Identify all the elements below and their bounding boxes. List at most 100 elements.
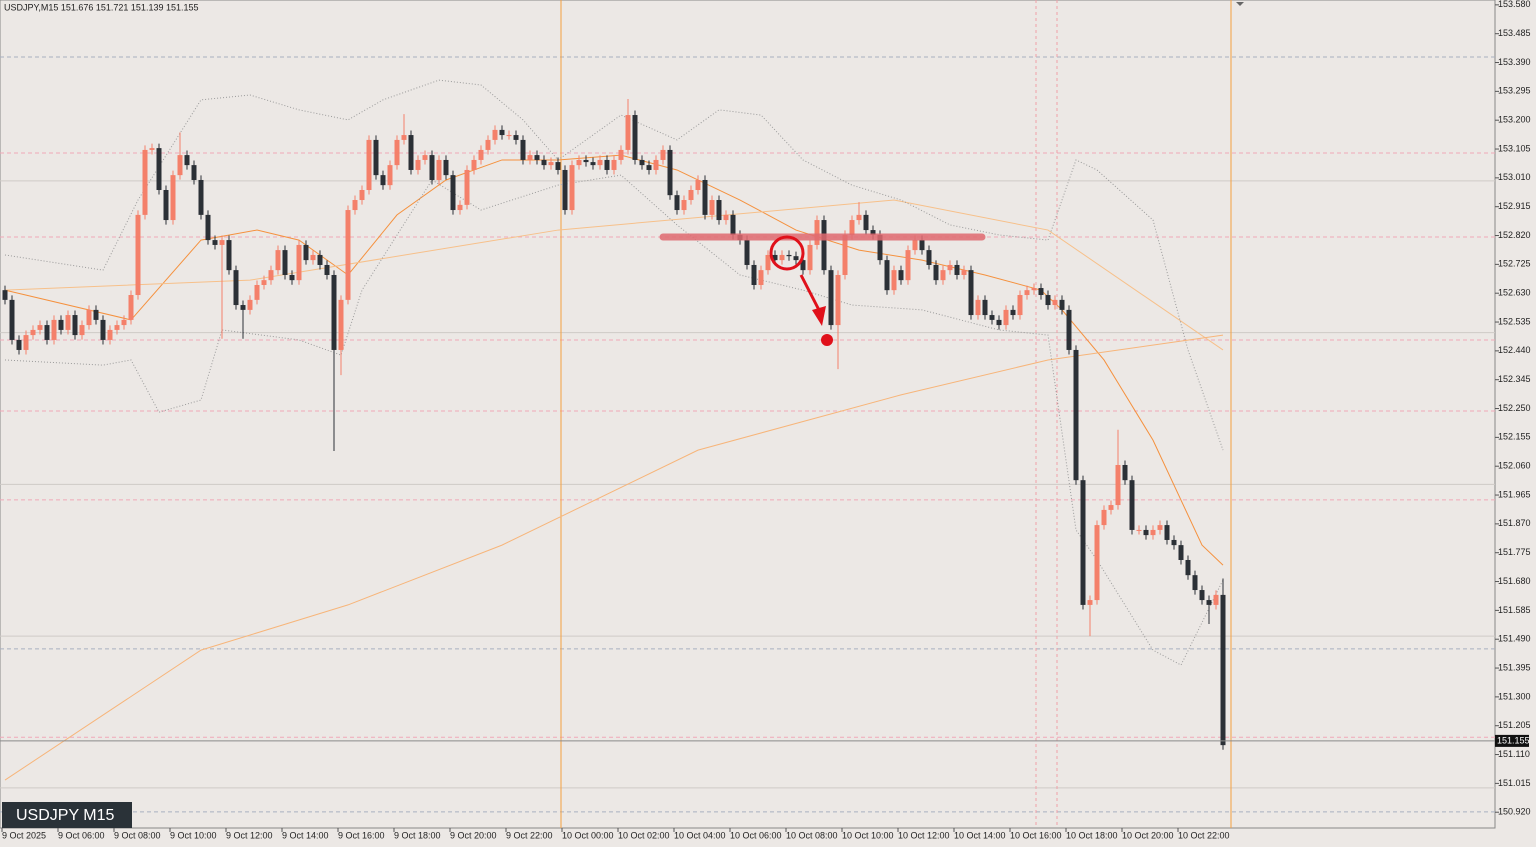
candle-body [576,159,582,166]
x-tick-label: 9 Oct 12:00 [226,830,273,840]
candle-body [947,264,953,271]
symbol-info: USDJPY,M15 151.676 151.721 151.139 151.1… [4,2,199,12]
candle-body [926,250,932,265]
candle-body [373,139,379,176]
candle-body [1024,290,1030,296]
candle-body [1094,525,1100,601]
y-tick-label: 153.010 [1498,172,1531,182]
x-tick-label: 10 Oct 00:00 [562,830,614,840]
candle-body [1115,464,1121,506]
candle-body [1192,575,1198,591]
candle-body [436,159,442,180]
x-tick-label: 9 Oct 06:00 [58,830,105,840]
candle-body [639,159,645,166]
candle-body [275,250,281,271]
candle-body [443,159,449,176]
candle-body [345,210,351,300]
candle-body [58,319,64,330]
candle-body [793,256,799,261]
candle-body [569,165,575,211]
candle-body [394,139,400,166]
candle-body [520,139,526,160]
candle-body [611,159,617,170]
candle-body [604,159,610,170]
y-tick-label: 153.200 [1498,115,1531,125]
candle-body [653,159,659,170]
candle-body [828,270,834,326]
candle-body [667,149,673,196]
candle-body [849,220,855,235]
candle-body [1031,288,1037,291]
candle-body [583,159,589,163]
candle-body [555,162,561,170]
candle-body [898,270,904,281]
candle-body [1045,295,1051,306]
indicator-line [4,334,1224,781]
candle-body [744,240,750,265]
candle-body [303,244,309,261]
candle-body [212,240,218,245]
candle-body [65,315,71,330]
candle-body [765,254,771,271]
x-tick-label: 9 Oct 20:00 [450,830,497,840]
candle-body [296,244,302,281]
candle-body [429,155,435,180]
candle-body [1150,529,1156,536]
y-tick-label: 153.105 [1498,143,1531,153]
candle-body [471,159,477,170]
candle-body [506,135,512,137]
watermark-box [2,802,132,828]
candle-body [870,230,876,235]
candle-body [408,135,414,170]
x-tick-label: 9 Oct 16:00 [338,830,385,840]
y-tick-label: 151.110 [1498,749,1530,759]
candle-body [660,149,666,160]
candle-body [1185,559,1191,576]
candle-body [1213,594,1219,605]
candle-body [940,270,946,281]
y-tick-label: 151.015 [1498,778,1531,788]
candle-body [730,214,736,235]
x-tick-label: 10 Oct 20:00 [1122,830,1174,840]
x-tick-label: 10 Oct 04:00 [674,830,726,840]
candle-body [100,319,106,340]
candle-body [457,204,463,211]
y-tick-label: 152.440 [1498,345,1531,355]
candle-body [1206,600,1212,605]
candle-body [359,190,365,201]
candle-body [23,335,29,350]
candle-body [1101,509,1107,526]
candle-body [72,315,78,336]
candle-body [324,264,330,275]
circle-annotation [769,235,805,271]
candle-body [597,159,603,166]
x-tick-label: 10 Oct 10:00 [842,830,894,840]
candle-body [1017,295,1023,316]
y-tick-label: 152.915 [1498,201,1531,211]
arrow-annotation [799,274,822,313]
y-tick-label: 150.920 [1498,807,1531,817]
candle-body [646,165,652,170]
candle-body [919,240,925,251]
candle-body [30,329,36,336]
indicators [4,79,1224,781]
candle-body [282,250,288,275]
candle-body [450,175,456,211]
candle-body [835,274,841,326]
candle-body [527,155,533,160]
candle-body [681,200,687,211]
x-tick-label: 10 Oct 18:00 [1066,830,1118,840]
x-tick-label: 10 Oct 06:00 [730,830,782,840]
candle-body [422,155,428,160]
candle-body [716,200,722,221]
candle-body [226,240,232,271]
candle-body [1136,529,1142,531]
y-tick-label: 151.870 [1498,518,1531,528]
candle-body [93,309,99,320]
candle-body [772,254,778,261]
candle-body [954,264,960,275]
candle-body [240,305,246,310]
candle-body [135,214,141,296]
y-tick-label: 151.395 [1498,662,1531,672]
